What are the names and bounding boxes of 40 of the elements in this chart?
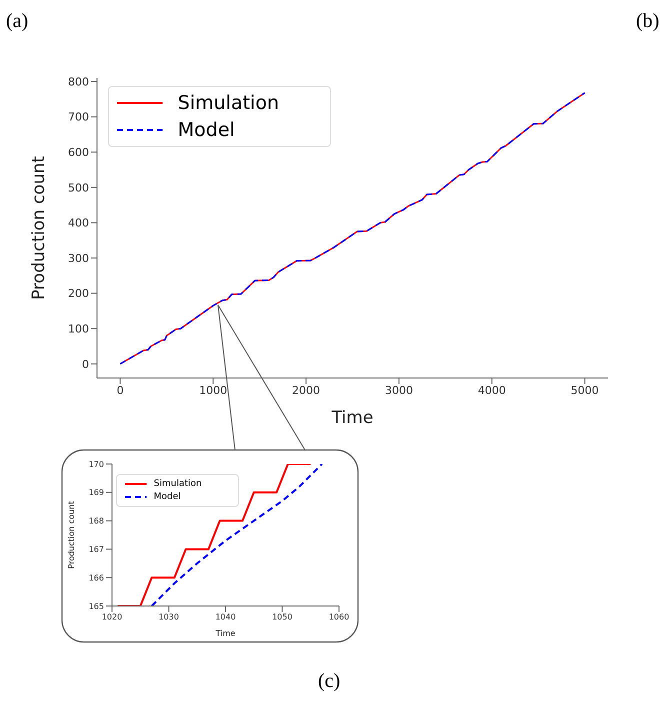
y-tick-label: 100 (68, 322, 89, 336)
y-axis-title: Production count (66, 501, 76, 569)
y-tick-label: 700 (68, 110, 89, 124)
y-tick-label: 200 (68, 287, 89, 300)
x-tick-label: 1050 (272, 612, 292, 622)
line-series (150, 464, 323, 606)
x-tick-label: 2000 (292, 384, 320, 397)
legend-label: Simulation (154, 478, 202, 491)
legend-label: Model (178, 118, 235, 143)
x-axis-title: Time (330, 408, 374, 428)
x-tick-label: 5000 (570, 384, 599, 397)
text: (b) (636, 10, 660, 33)
x-tick-label: 1020 (102, 612, 122, 622)
legend-label: Model (154, 490, 181, 504)
y-tick-label: 168 (88, 516, 104, 526)
x-tick-label: 1000 (199, 384, 228, 397)
y-tick-label: 169 (88, 488, 104, 498)
y-tick-label: 400 (68, 216, 89, 230)
y-tick-label: 167 (88, 545, 104, 554)
y-tick-label: 170 (88, 460, 104, 469)
text: (c) (318, 670, 340, 693)
y-tick-label: 165 (88, 602, 104, 611)
x-tick-label: 1060 (328, 612, 350, 622)
y-tick-label: 300 (68, 252, 89, 265)
x-tick-label: 4000 (478, 384, 506, 397)
y-tick-label: 800 (68, 75, 89, 88)
legend-label: Simulation (178, 91, 279, 116)
x-tick-label: 1030 (158, 612, 179, 622)
line-series (119, 92, 586, 365)
y-tick-label: 600 (68, 146, 89, 160)
text: (a) (6, 10, 28, 33)
x-tick-label: 3000 (384, 384, 413, 397)
y-tick-label: 500 (68, 181, 89, 194)
y-tick-label: 0 (82, 358, 89, 371)
y-tick-label: 166 (88, 573, 104, 582)
y-axis-title: Production count (29, 156, 50, 300)
x-axis-title: Time (214, 629, 236, 638)
x-tick-label: 0 (116, 384, 124, 397)
line-series (116, 464, 312, 606)
x-tick-label: 1040 (215, 612, 236, 622)
